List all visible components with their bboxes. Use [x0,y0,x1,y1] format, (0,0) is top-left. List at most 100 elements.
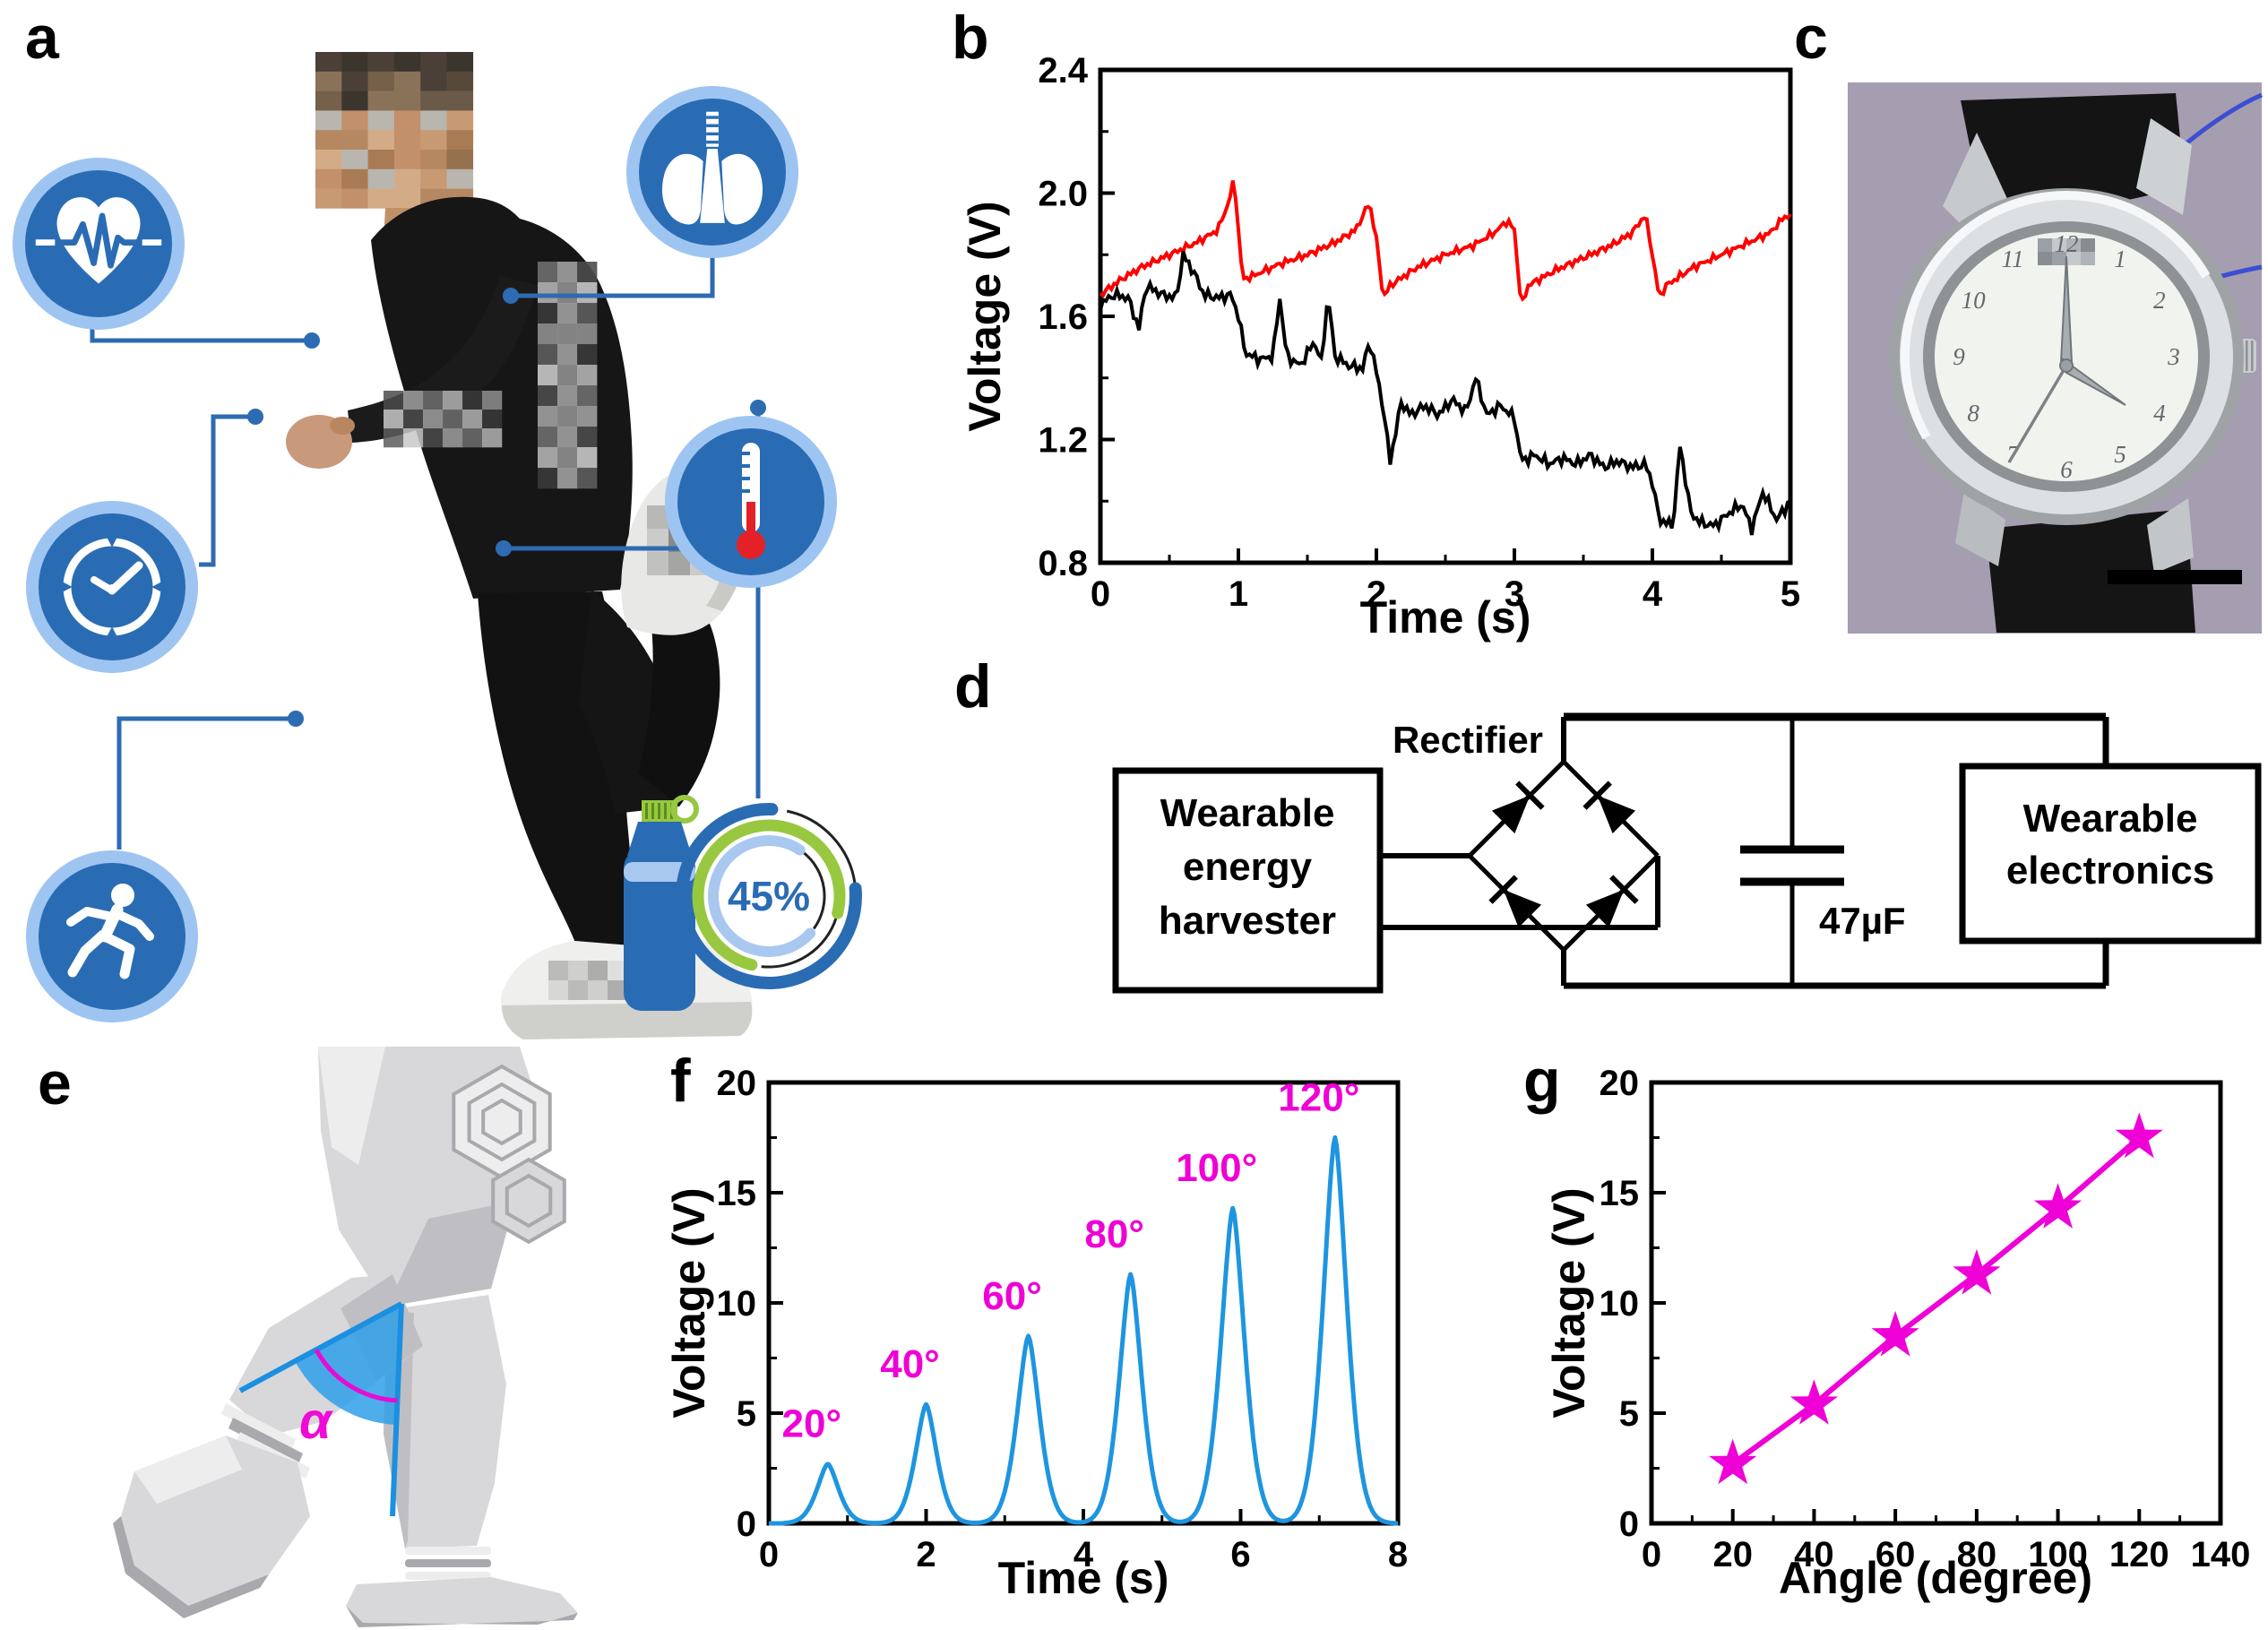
harvester-box-text: Wearable [1160,791,1335,835]
svg-text:8: 8 [1388,1535,1408,1574]
harvester-box-text: harvester [1159,899,1336,943]
watch-numeral: 6 [2060,456,2073,483]
x-axis-title: Time (s) [998,1553,1169,1603]
x-axis-title: Angle (degree) [1779,1553,2092,1603]
diode [1597,795,1636,834]
y-axis-title: Voltage (V) [960,201,1010,431]
peak-angle-label: 40° [880,1342,940,1386]
svg-text:40: 40 [1794,1535,1834,1574]
panel-label-g: g [1523,1047,1561,1115]
diode [1491,795,1531,834]
watch-strap-bottom [1986,509,2195,633]
voltage-peaks-trace [768,1135,1399,1526]
svg-text:120: 120 [2109,1535,2169,1574]
watch-numeral: 3 [2167,343,2180,370]
panel-label-e: e [38,1049,72,1117]
panel-label-d: d [954,652,992,720]
circuit-diagram: Wearable energy harvester Wearable electroni… [1112,712,2262,994]
svg-text:1.6: 1.6 [1038,298,1088,337]
peak-angle-label: 80° [1084,1212,1144,1256]
svg-text:100: 100 [2028,1535,2088,1574]
svg-text:20: 20 [1600,1064,1640,1103]
peak-angle-label: 100° [1176,1146,1257,1190]
diode [1585,889,1625,928]
rectifier-label: Rectifier [1393,719,1543,761]
svg-text:4: 4 [1074,1535,1094,1574]
svg-text:0: 0 [737,1505,756,1544]
svg-text:10: 10 [717,1284,757,1324]
svg-text:5: 5 [1781,574,1800,614]
lungs-icon [626,86,798,258]
star-marker [1871,1310,1919,1357]
watch-hands [2007,255,2126,463]
angle-arc [314,1349,398,1403]
capacitor-label: 47µF [1819,900,1906,942]
peak-angle-label: 60° [982,1274,1042,1318]
panel-label-a: a [25,4,59,72]
svg-text:0: 0 [1642,1535,1661,1574]
alpha-angle-label: α [299,1392,333,1450]
svg-text:0: 0 [1619,1505,1639,1544]
thermometer-icon [665,416,837,588]
pixelated-forearm-patch [384,391,503,448]
svg-text:15: 15 [1600,1174,1640,1213]
panel-label-b: b [952,4,989,72]
watch-numeral: 8 [1967,400,1979,427]
svg-text:1: 1 [1229,574,1248,614]
watch-numeral: 10 [1962,287,1987,314]
watch-numeral: 5 [2114,441,2126,468]
robotic-legs-render: α [113,1047,578,1627]
svg-text:6: 6 [1230,1535,1250,1574]
panel-a: 45% [13,52,862,1039]
svg-text:1.2: 1.2 [1038,421,1088,461]
blue-wire [2176,92,2263,152]
svg-text:80: 80 [1957,1535,1997,1574]
runner-icon [26,850,198,1022]
y-axis-title: Voltage (V) [664,1187,714,1418]
electronics-box-text: electronics [2006,849,2214,893]
panel-label-c: c [1794,4,1828,72]
svg-text:0: 0 [1091,574,1110,614]
panel-f-chart: 0 2 4 6 8 0 5 10 15 20 Time (s) Voltage (V) 20° 40° 60… [664,1064,1408,1603]
watch-photo: 121234567891011 [1848,82,2263,634]
svg-text:60: 60 [1876,1535,1916,1574]
star-marker [2033,1183,2083,1229]
voltage-angle-line [1730,1135,2142,1467]
star-marker [1953,1249,2001,1295]
svg-text:0: 0 [759,1535,779,1574]
svg-text:0.8: 0.8 [1038,544,1088,583]
star-marker [1709,1438,1757,1485]
panel-g-chart: 0 20 40 60 80 100 120 140 0 5 10 15 20 Angle (degree)… [1544,1064,2250,1603]
watch-numeral: 9 [1953,343,1965,370]
series-black [1099,250,1791,536]
wearable-energy-harvester-box [1112,767,1384,994]
peak-angle-label: 120° [1278,1076,1359,1120]
panel-b-chart: 0 1 2 3 4 5 0.8 1.2 1.6 2.0 2.4 Time (s) Voltage (V) [960,51,1800,643]
diode [1503,889,1542,928]
svg-text:5: 5 [737,1394,756,1434]
harvester-box-text: energy [1183,845,1313,889]
pixelated-face [315,52,474,209]
y-axis-title: Voltage (V) [1544,1187,1594,1418]
wearable-electronics-box [1959,763,2262,944]
star-marker [2115,1112,2163,1159]
x-axis-title: Time (s) [1360,592,1531,643]
watch-numeral: 1 [2114,246,2126,272]
watch-numeral: 11 [2002,246,2024,272]
battery-progress-ring: 45% [676,803,862,990]
watch-numeral: 2 [2153,287,2166,314]
scale-bar [2108,570,2242,584]
panel-label-f: f [670,1047,691,1115]
svg-text:2: 2 [1367,574,1386,614]
svg-text:2: 2 [916,1535,936,1574]
watch-numeral: 4 [2153,400,2166,427]
svg-text:140: 140 [2191,1535,2251,1574]
battery-percent-label: 45% [728,873,810,919]
svg-text:2.4: 2.4 [1038,51,1088,91]
svg-text:3: 3 [1505,574,1524,614]
svg-text:2.0: 2.0 [1038,175,1088,214]
electronics-box-text: Wearable [2023,797,2198,841]
peak-angle-label: 20° [782,1402,842,1446]
star-marker [1789,1379,1839,1425]
